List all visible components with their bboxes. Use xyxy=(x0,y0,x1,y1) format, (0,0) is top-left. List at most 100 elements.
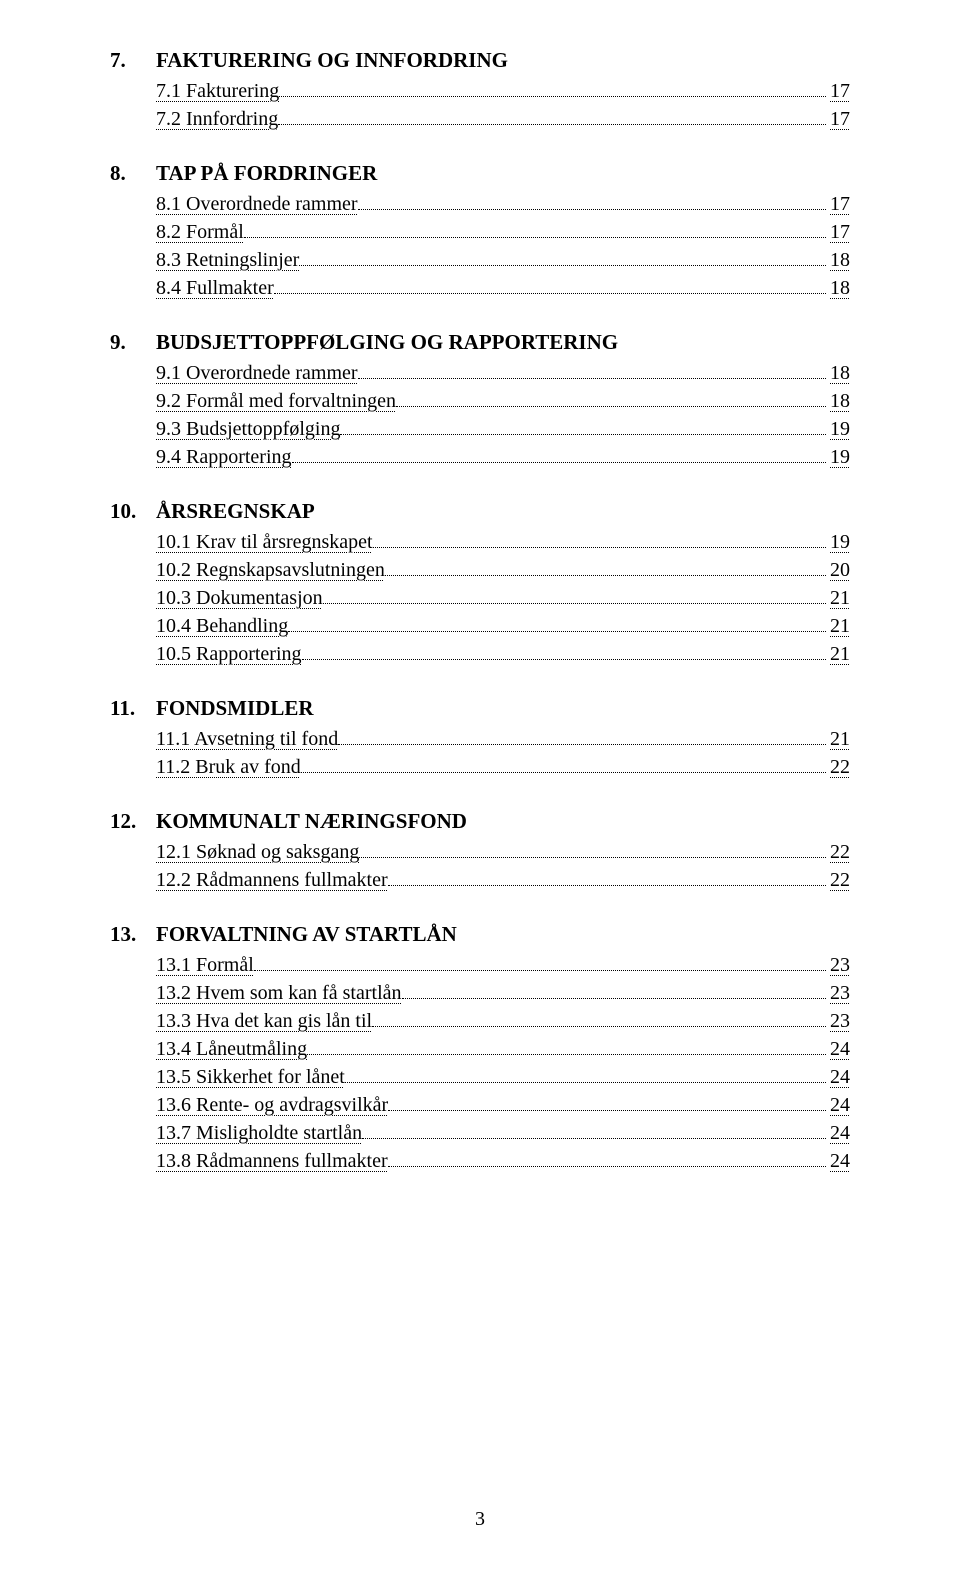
dot-leader xyxy=(388,1166,826,1167)
toc-entry-page: 18 xyxy=(830,359,850,387)
toc-entry: 10.2 Regnskapsavslutningen20 xyxy=(156,556,850,584)
toc-entry-page: 18 xyxy=(830,246,850,274)
toc-entry: 13.2 Hvem som kan få startlån23 xyxy=(156,979,850,1007)
toc-entry: 10.4 Behandling21 xyxy=(156,612,850,640)
toc-entry-label: 13.4 Låneutmåling xyxy=(156,1035,307,1063)
toc-entry-page: 24 xyxy=(830,1119,850,1147)
dot-leader xyxy=(396,406,826,407)
toc-entry-label: 12.1 Søknad og saksgang xyxy=(156,838,359,866)
toc-section: 10.ÅRSREGNSKAP 10.1 Krav til årsregnskape… xyxy=(110,499,850,668)
toc-entry-page: 19 xyxy=(830,528,850,556)
toc-entry: 9.3 Budsjettoppfølging 19 xyxy=(156,415,850,443)
toc-entry-page: 24 xyxy=(830,1035,850,1063)
dot-leader xyxy=(274,293,826,294)
toc-entry-label: 9.3 Budsjettoppfølging xyxy=(156,415,340,443)
toc-entry-page: 18 xyxy=(830,274,850,302)
dot-leader xyxy=(307,1054,826,1055)
toc-entry-page: 23 xyxy=(830,1007,850,1035)
dot-leader xyxy=(323,603,826,604)
toc-entry-label: 10.4 Behandling xyxy=(156,612,288,640)
toc-entry: 13.7 Misligholdte startlån 24 xyxy=(156,1119,850,1147)
toc-entry-page: 23 xyxy=(830,951,850,979)
toc-entry-label: 13.7 Misligholdte startlån xyxy=(156,1119,362,1147)
toc-entry: 13.5 Sikkerhet for lånet24 xyxy=(156,1063,850,1091)
toc-entry-page: 22 xyxy=(830,866,850,894)
document-page: 7.FAKTURERING OG INNFORDRING 7.1 Fakturer… xyxy=(0,0,960,1581)
toc-section: 11.FONDSMIDLER11.1 Avsetning til fond211… xyxy=(110,696,850,781)
toc-entry-page: 17 xyxy=(830,218,850,246)
toc-entry: 12.1 Søknad og saksgang 22 xyxy=(156,838,850,866)
section-number: 12. xyxy=(110,809,156,834)
dot-leader xyxy=(345,1082,826,1083)
table-of-contents: 7.FAKTURERING OG INNFORDRING 7.1 Fakturer… xyxy=(110,48,850,1175)
dot-leader xyxy=(279,96,826,97)
toc-entry: 13.6 Rente- og avdragsvilkår24 xyxy=(156,1091,850,1119)
toc-entry-page: 20 xyxy=(830,556,850,584)
toc-section: 7.FAKTURERING OG INNFORDRING 7.1 Fakturer… xyxy=(110,48,850,133)
toc-entry: 13.8 Rådmannens fullmakter24 xyxy=(156,1147,850,1175)
toc-entry: 8.4 Fullmakter 18 xyxy=(156,274,850,302)
toc-entry-label: 11.2 Bruk av fond xyxy=(156,753,301,781)
toc-entry-label: 8.1 Overordnede rammer xyxy=(156,190,358,218)
toc-entry: 11.2 Bruk av fond 22 xyxy=(156,753,850,781)
toc-entry-label: 8.4 Fullmakter xyxy=(156,274,274,302)
toc-entry-label: 10.1 Krav til årsregnskapet xyxy=(156,528,373,556)
toc-entry-label: 8.3 Retningslinjer xyxy=(156,246,299,274)
toc-entry: 8.3 Retningslinjer 18 xyxy=(156,246,850,274)
toc-section: 8.TAP PÅ FORDRINGER 8.1 Overordnede ramme… xyxy=(110,161,850,302)
toc-entry-label: 13.8 Rådmannens fullmakter xyxy=(156,1147,388,1175)
dot-leader xyxy=(254,970,826,971)
dot-leader xyxy=(402,998,827,999)
toc-entry-label: 7.2 Innfordring xyxy=(156,105,278,133)
section-title: TAP PÅ FORDRINGER xyxy=(156,161,850,186)
toc-entry-label: 11.1 Avsetning til fond xyxy=(156,725,338,753)
toc-entry-label: 13.2 Hvem som kan få startlån xyxy=(156,979,402,1007)
toc-entry-label: 9.1 Overordnede rammer xyxy=(156,359,358,387)
section-title: FORVALTNING AV STARTLÅN xyxy=(156,922,850,947)
dot-leader xyxy=(302,659,826,660)
section-header: 10.ÅRSREGNSKAP xyxy=(110,499,850,524)
toc-entry-label: 7.1 Fakturering xyxy=(156,77,279,105)
section-number: 13. xyxy=(110,922,156,947)
dot-leader xyxy=(358,378,826,379)
dot-leader xyxy=(362,1138,826,1139)
toc-entry-page: 21 xyxy=(830,725,850,753)
dot-leader xyxy=(338,744,826,745)
toc-entry: 9.4 Rapportering19 xyxy=(156,443,850,471)
toc-entry: 12.2 Rådmannens fullmakter22 xyxy=(156,866,850,894)
dot-leader xyxy=(340,434,826,435)
toc-entry: 9.1 Overordnede rammer 18 xyxy=(156,359,850,387)
section-header: 11.FONDSMIDLER xyxy=(110,696,850,721)
dot-leader xyxy=(388,885,826,886)
section-header: 12.KOMMUNALT NÆRINGSFOND xyxy=(110,809,850,834)
toc-entry-page: 19 xyxy=(830,415,850,443)
section-title: KOMMUNALT NÆRINGSFOND xyxy=(156,809,850,834)
dot-leader xyxy=(301,772,826,773)
section-header: 13.FORVALTNING AV STARTLÅN xyxy=(110,922,850,947)
toc-entry-label: 10.5 Rapportering xyxy=(156,640,302,668)
toc-entry-page: 24 xyxy=(830,1063,850,1091)
toc-entry-label: 10.3 Dokumentasjon xyxy=(156,584,323,612)
dot-leader xyxy=(385,575,826,576)
dot-leader xyxy=(278,124,826,125)
dot-leader xyxy=(288,631,826,632)
toc-entry-label: 13.3 Hva det kan gis lån til xyxy=(156,1007,372,1035)
section-header: 8.TAP PÅ FORDRINGER xyxy=(110,161,850,186)
toc-section: 9.BUDSJETTOPPFØLGING OG RAPPORTERING 9.1 … xyxy=(110,330,850,471)
section-number: 10. xyxy=(110,499,156,524)
toc-entry-page: 18 xyxy=(830,387,850,415)
toc-entry-page: 22 xyxy=(830,753,850,781)
section-header: 9.BUDSJETTOPPFØLGING OG RAPPORTERING xyxy=(110,330,850,355)
toc-entry-page: 22 xyxy=(830,838,850,866)
toc-entry: 13.4 Låneutmåling 24 xyxy=(156,1035,850,1063)
section-title: FAKTURERING OG INNFORDRING xyxy=(156,48,850,73)
section-number: 8. xyxy=(110,161,156,186)
toc-entry-label: 9.4 Rapportering xyxy=(156,443,292,471)
dot-leader xyxy=(299,265,826,266)
toc-entry: 13.3 Hva det kan gis lån til 23 xyxy=(156,1007,850,1035)
page-number: 3 xyxy=(0,1508,960,1531)
dot-leader xyxy=(358,209,826,210)
toc-entry: 8.1 Overordnede rammer17 xyxy=(156,190,850,218)
toc-entry-page: 17 xyxy=(830,77,850,105)
section-header: 7.FAKTURERING OG INNFORDRING xyxy=(110,48,850,73)
